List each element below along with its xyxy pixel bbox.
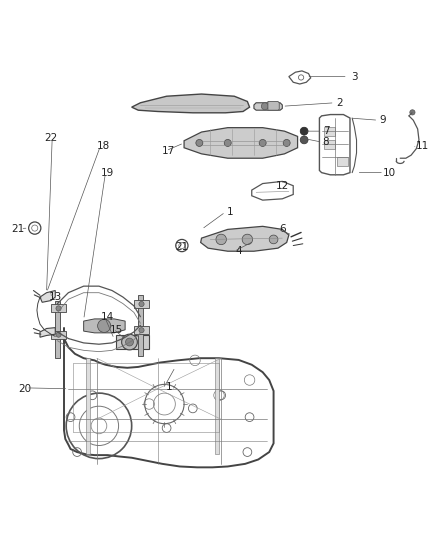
Text: 22: 22 [44, 133, 57, 143]
Circle shape [300, 136, 308, 144]
Circle shape [283, 140, 290, 147]
Polygon shape [51, 330, 66, 338]
Text: 15: 15 [110, 325, 123, 335]
Polygon shape [55, 302, 60, 358]
Text: 3: 3 [351, 71, 358, 82]
Polygon shape [184, 128, 297, 158]
Text: 21: 21 [11, 224, 25, 235]
Circle shape [56, 332, 61, 337]
Polygon shape [324, 127, 335, 135]
Text: 19: 19 [101, 168, 114, 177]
Polygon shape [215, 358, 219, 454]
Text: 18: 18 [97, 141, 110, 151]
Text: 11: 11 [415, 141, 429, 151]
Text: 9: 9 [379, 115, 386, 125]
Polygon shape [134, 326, 149, 334]
Circle shape [56, 306, 61, 311]
Text: 17: 17 [162, 146, 175, 156]
Circle shape [269, 235, 278, 244]
Text: 13: 13 [49, 292, 62, 302]
Circle shape [139, 302, 144, 306]
Circle shape [242, 234, 253, 245]
Polygon shape [138, 295, 143, 356]
Polygon shape [40, 290, 55, 302]
Circle shape [216, 234, 226, 245]
Polygon shape [132, 94, 250, 113]
Text: 10: 10 [383, 168, 396, 177]
Circle shape [410, 110, 415, 115]
Polygon shape [40, 328, 55, 337]
Circle shape [259, 140, 266, 147]
Text: 7: 7 [323, 126, 329, 136]
Polygon shape [268, 101, 279, 110]
Text: 1: 1 [166, 382, 172, 392]
Text: 2: 2 [336, 98, 343, 108]
Circle shape [224, 140, 231, 147]
Circle shape [261, 103, 268, 110]
Circle shape [122, 334, 138, 350]
Polygon shape [254, 103, 283, 110]
Polygon shape [337, 157, 348, 166]
Circle shape [126, 338, 134, 346]
Polygon shape [84, 319, 125, 333]
Text: 21: 21 [175, 242, 188, 252]
Text: 1: 1 [226, 207, 233, 217]
Polygon shape [324, 140, 335, 149]
Circle shape [98, 319, 111, 333]
Text: 4: 4 [235, 246, 242, 256]
Polygon shape [86, 358, 90, 454]
Polygon shape [117, 335, 149, 350]
Circle shape [139, 328, 144, 333]
Text: 12: 12 [276, 181, 289, 191]
Circle shape [196, 140, 203, 147]
Text: 14: 14 [101, 312, 114, 322]
Polygon shape [201, 227, 289, 251]
Polygon shape [134, 300, 149, 308]
Circle shape [300, 127, 308, 135]
Polygon shape [51, 304, 66, 312]
Text: 6: 6 [279, 224, 286, 235]
Text: 20: 20 [18, 384, 31, 394]
Text: 8: 8 [323, 137, 329, 147]
